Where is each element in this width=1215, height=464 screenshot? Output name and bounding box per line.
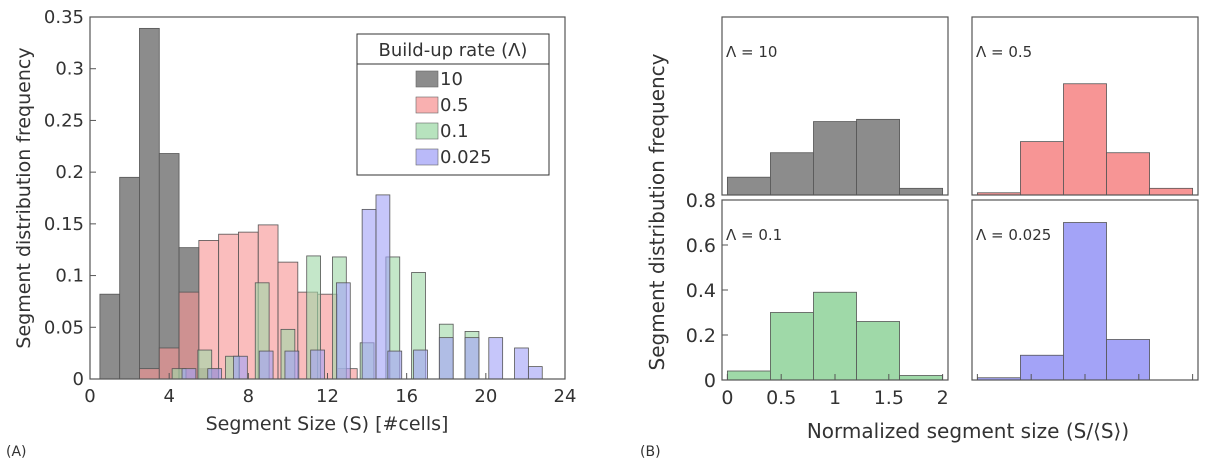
bar-lambda-0.025-0 [181,368,197,380]
panel-a-ylabel: Segment distribution frequency [13,47,35,348]
y-tick-label-a-4: 0.2 [55,162,84,183]
panel-b-subplots: Λ = 10 Λ = 0.5 Λ = 0.1 Λ = 0.025 [721,16,1199,381]
bar-0-1 [770,152,814,196]
panel-a-ticks: 0 4 8 12 16 20 24 0 0.05 0.1 0.15 0.2 0.25 0.3 0.35 [44,7,577,407]
legend-title: Build-up rate (Λ) [379,40,528,61]
bar-0-0 [726,176,771,196]
bar-lambda-0.5-2 [178,291,200,380]
bar-0-2 [813,121,857,196]
subplot-label-2: Λ = 0.1 [726,226,782,244]
legend-label-10: 10 [440,69,463,90]
bar-lambda-0.025-13 [488,337,504,380]
x-tick-label-a-6: 24 [554,386,577,407]
subplot-1: Λ = 0.5 [971,16,1199,196]
y-tick-label-b-4: 0.8 [686,190,716,212]
subplot-3: Λ = 0.025 [971,199,1199,381]
x-tick-label-b-0: 0 [721,387,733,409]
x-tick-label-b-2: 1 [829,387,841,409]
subplot-0: Λ = 10 [721,16,949,196]
legend-label-0.025: 0.025 [440,147,492,168]
bar-lambda-0.025-7 [361,208,377,380]
x-tick-label-a-1: 4 [163,386,174,407]
bar-lambda-0.025-3 [258,350,274,380]
bar-3-2 [1063,222,1107,381]
legend-label-0.5: 0.5 [440,95,469,116]
bar-0-4 [899,187,944,196]
y-tick-label-a-1: 0.05 [44,317,84,338]
bar-lambda-10-2 [139,27,160,380]
bar-lambda-0.025-5 [310,349,325,380]
bar-2-4 [899,375,944,381]
y-tick-label-b-2: 0.4 [686,280,716,302]
x-tick-label-b-1: 0.5 [766,387,796,409]
x-tick-label-a-3: 12 [316,386,339,407]
subplot-frame-1 [971,16,1199,196]
legend-box [356,33,550,176]
panel-b: Λ = 10 Λ = 0.5 Λ = 0.1 Λ = 0.025 0 0.2 0.4 0.6… [640,16,1199,460]
bar-lambda-0.025-6 [336,282,351,380]
bar-lambda-10-0 [99,293,121,380]
x-tick-label-a-0: 0 [84,386,95,407]
panel-b-label: (B) [640,444,661,460]
panel-b-xlabel: Normalized segment size (S/⟨S⟩) [807,419,1129,443]
y-tick-label-a-2: 0.1 [55,266,84,287]
bar-0-3 [856,118,900,196]
panel-a-xlabel: Segment Size (S) [#cells] [206,413,449,435]
bar-lambda-0.025-9 [387,350,403,380]
subplot-label-0: Λ = 10 [726,43,777,61]
x-tick-label-a-4: 16 [395,386,418,407]
legend-swatch-10 [415,70,439,88]
y-tick-label-a-6: 0.3 [55,59,84,80]
y-tick-label-b-1: 0.2 [686,325,716,347]
bar-lambda-0.025-15 [527,366,543,380]
x-tick-label-a-5: 20 [474,386,497,407]
subplot-frame-0 [721,16,949,196]
bar-3-1 [1020,354,1064,381]
y-tick-label-a-5: 0.25 [44,110,84,131]
y-tick-label-a-7: 0.35 [44,7,84,28]
legend-swatch-0.5 [415,96,439,114]
bar-1-1 [1020,141,1064,196]
subplot-label-3: Λ = 0.025 [976,226,1051,244]
bar-2-1 [770,312,814,381]
legend-label-0.1: 0.1 [440,121,469,142]
bar-lambda-0.025-12 [464,337,480,380]
bar-3-3 [1106,339,1150,381]
panel-b-ticks: 0 0.2 0.4 0.6 0.8 0 0.5 1 1.5 2 [686,190,1194,409]
x-tick-label-a-2: 8 [243,386,254,407]
bar-lambda-10-3 [158,153,180,380]
bar-lambda-0.025-14 [514,347,529,380]
bar-lambda-0.025-4 [284,350,300,380]
bar-2-2 [813,291,857,381]
panel-a: 0 4 8 12 16 20 24 0 0.05 0.1 0.15 0.2 0.25 0.3 0.35 Se… [6,7,576,460]
legend-swatch-0.025 [415,148,439,166]
panel-a-label: (A) [6,444,27,460]
bar-lambda-0.5-0 [139,368,160,380]
histogram-a-bars [99,27,543,380]
bar-1-2 [1063,83,1107,196]
bar-lambda-0.025-11 [438,337,454,380]
legend-swatch-0.1 [415,122,439,140]
subplot-2: Λ = 0.1 [721,199,949,381]
bar-lambda-0.025-10 [413,349,428,380]
y-tick-label-b-3: 0.6 [686,235,716,257]
subplot-label-1: Λ = 0.5 [976,43,1032,61]
bar-lambda-0.025-1 [207,368,223,380]
y-tick-label-a-3: 0.15 [44,214,84,235]
bar-1-3 [1106,152,1150,196]
bar-lambda-0.025-2 [233,355,248,380]
y-tick-label-a-0: 0 [73,369,84,390]
y-tick-label-b-0: 0 [704,370,716,392]
bar-lambda-10-1 [119,176,140,380]
bar-2-3 [856,321,900,381]
legend: Build-up rate (Λ) 10 0.5 0.1 0.025 [356,33,550,176]
bar-2-0 [726,370,771,381]
panel-b-ylabel: Segment distribution frequency [645,53,669,370]
bar-1-4 [1149,187,1194,196]
x-tick-label-b-3: 1.5 [874,387,904,409]
x-tick-label-b-4: 2 [937,387,949,409]
